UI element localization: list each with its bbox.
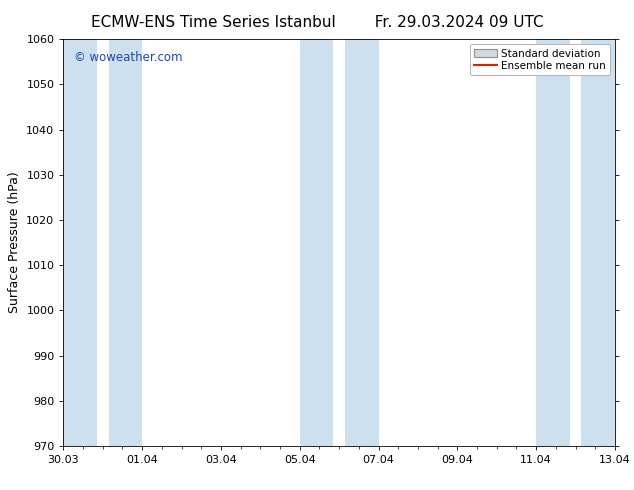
Bar	[63, 39, 97, 446]
Bar	[108, 39, 142, 446]
Bar	[581, 39, 615, 446]
Bar	[536, 39, 570, 446]
Text: ECMW-ENS Time Series Istanbul        Fr. 29.03.2024 09 UTC: ECMW-ENS Time Series Istanbul Fr. 29.03.…	[91, 15, 543, 30]
Bar	[345, 39, 378, 446]
Legend: Standard deviation, Ensemble mean run: Standard deviation, Ensemble mean run	[470, 45, 610, 75]
Text: © woweather.com: © woweather.com	[74, 51, 183, 64]
Y-axis label: Surface Pressure (hPa): Surface Pressure (hPa)	[8, 172, 21, 314]
Bar	[300, 39, 333, 446]
